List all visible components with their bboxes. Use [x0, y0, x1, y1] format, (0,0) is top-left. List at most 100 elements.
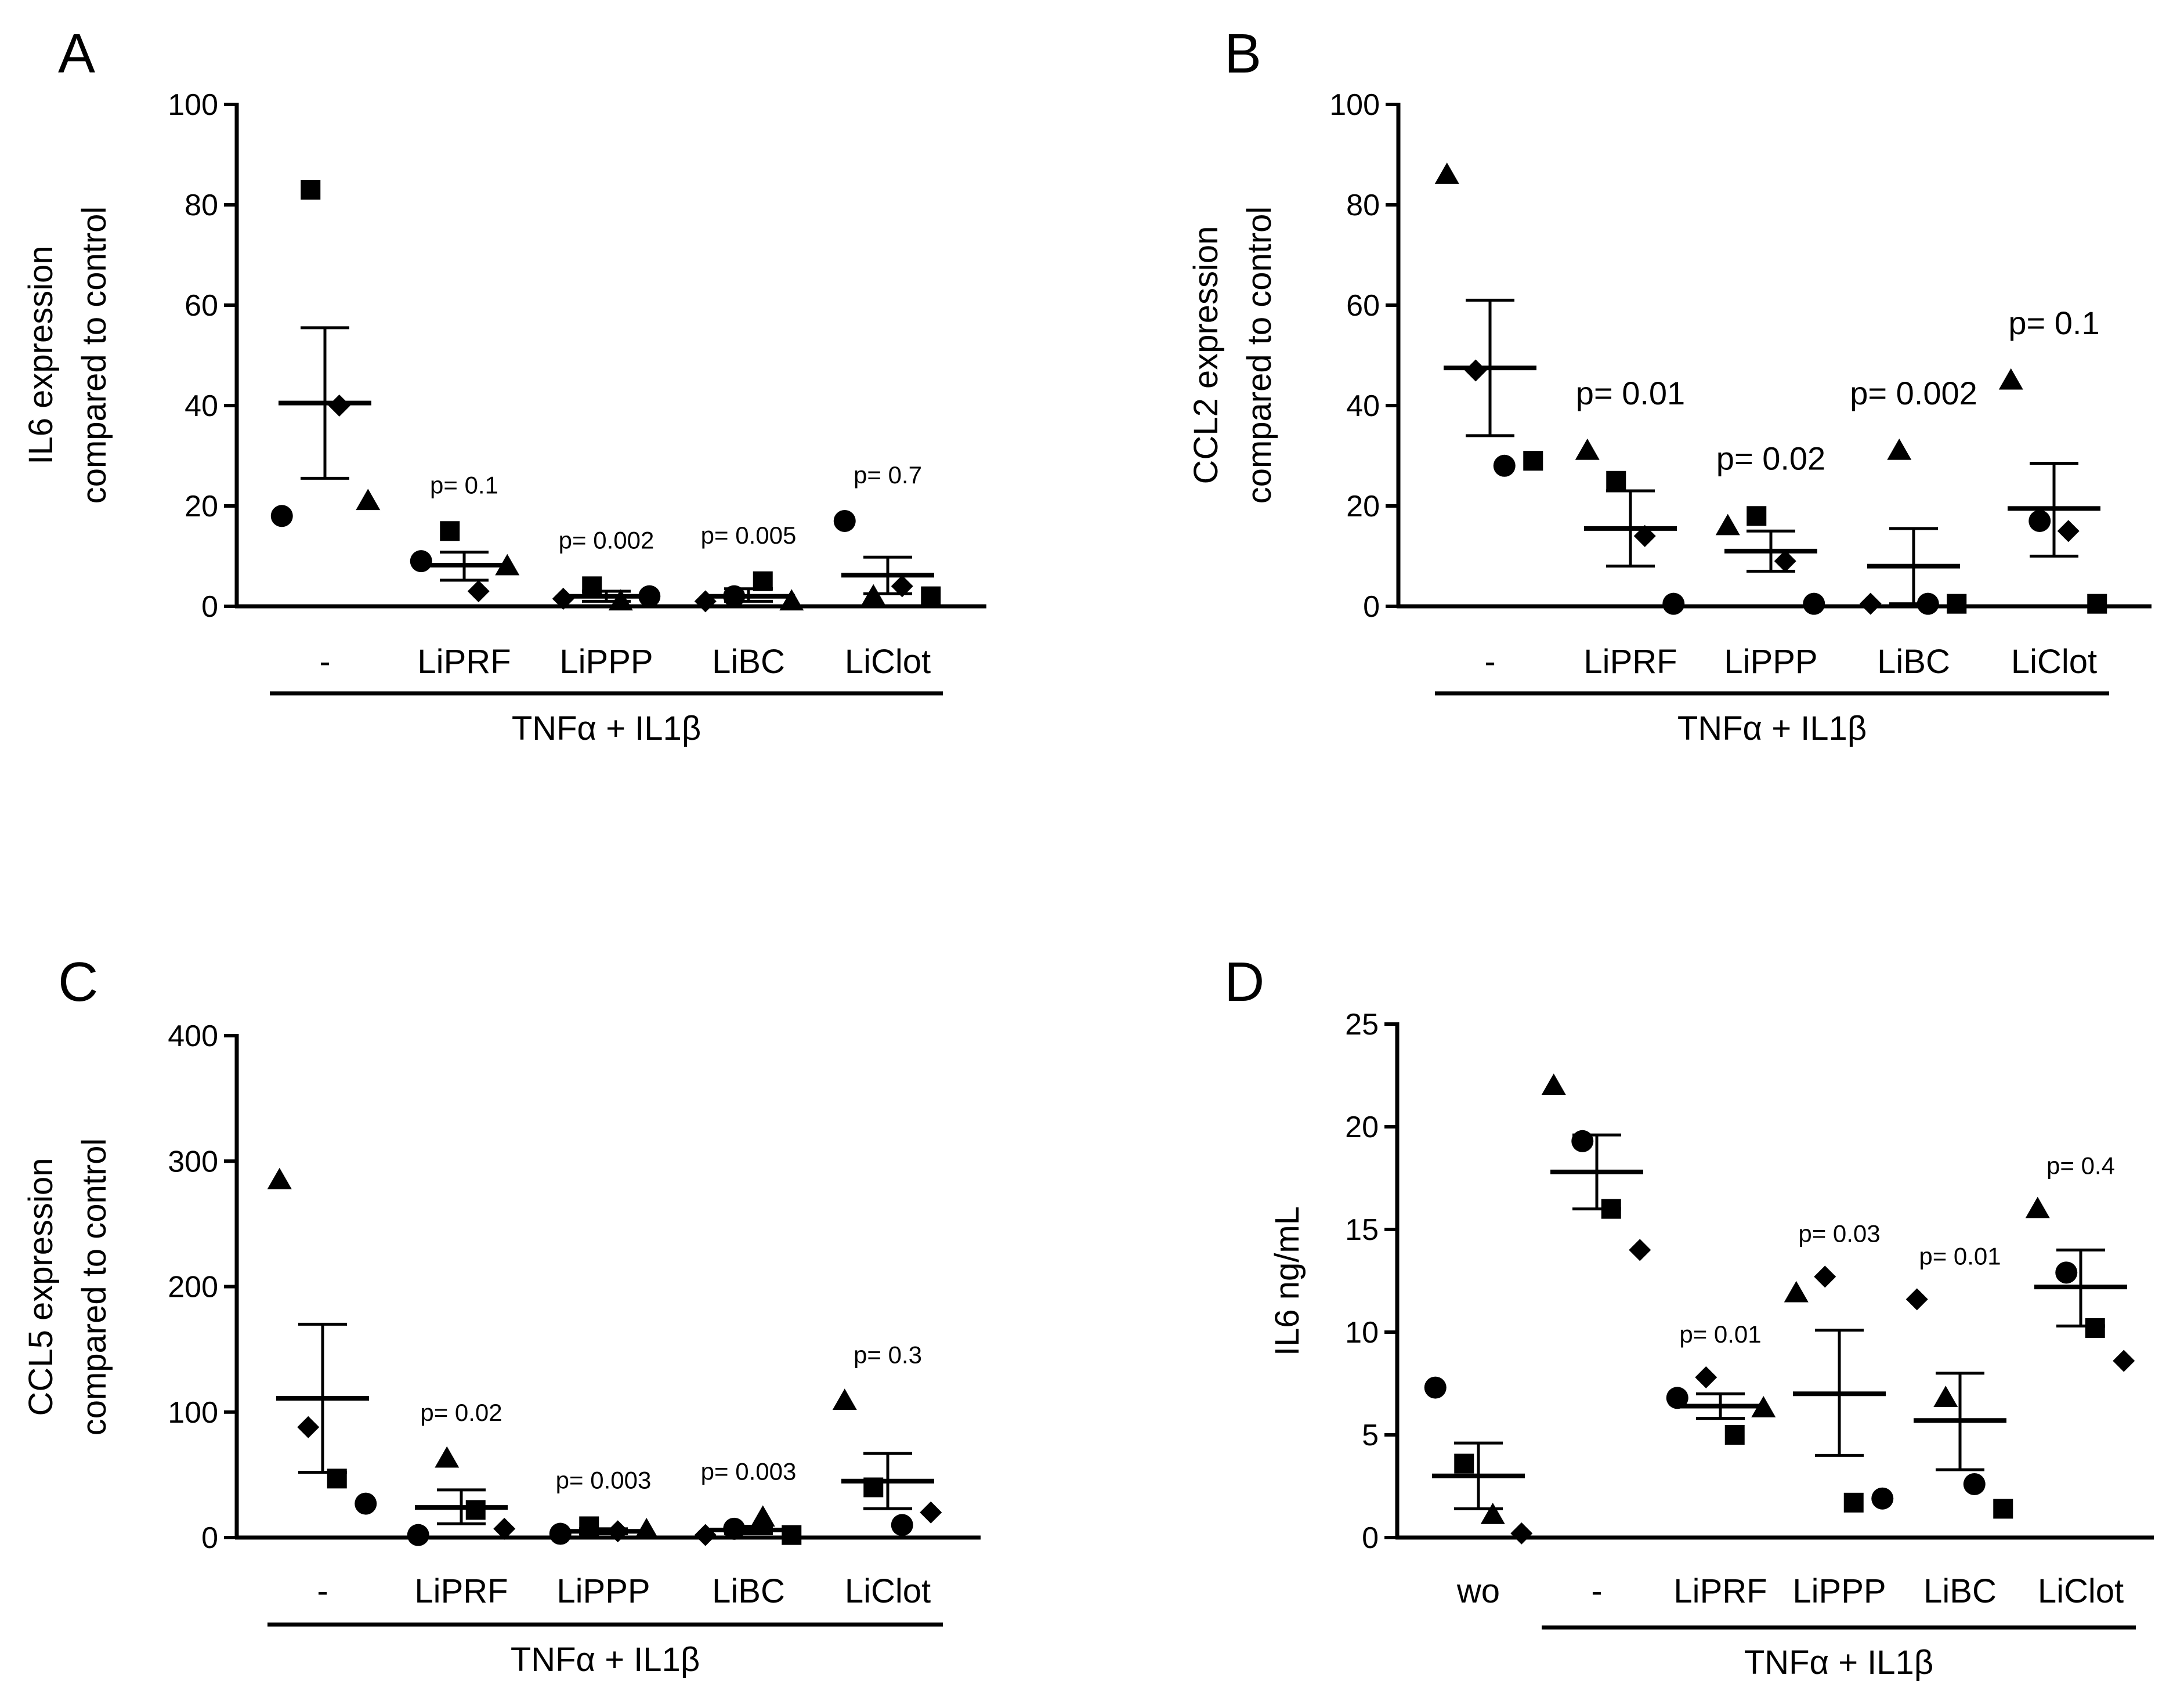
data-point-circle: [407, 1524, 429, 1546]
group-lippp: p= 0.002: [552, 526, 661, 611]
category-label: LiClot: [2038, 1572, 2124, 1610]
panel-letter: C: [58, 951, 98, 1013]
data-point-circle: [1666, 1387, 1688, 1409]
p-value-label: p= 0.01: [1576, 375, 1685, 411]
y-tick-label: 200: [168, 1271, 218, 1304]
data-point-diamond: [1510, 1522, 1533, 1545]
data-point-square: [440, 521, 460, 541]
y-tick-label: 0: [201, 1521, 218, 1555]
data-point-circle: [891, 1514, 913, 1536]
data-point-diamond: [1695, 1366, 1717, 1388]
data-point-triangle: [356, 489, 381, 511]
p-value-label: p= 0.4: [2046, 1152, 2115, 1180]
data-point-triangle: [267, 1167, 292, 1189]
panel-letter: D: [1224, 951, 1264, 1013]
category-label: -: [1484, 643, 1495, 681]
data-point-triangle: [1434, 162, 1459, 184]
data-point-diamond: [920, 1501, 942, 1524]
data-point-diamond: [1629, 1239, 1651, 1261]
category-label: LiPPP: [1724, 643, 1817, 681]
data-point-triangle: [1715, 513, 1740, 536]
y-axis-label: CCL5 expression compared to control: [22, 1138, 113, 1436]
group-label: TNFα + IL1β: [511, 1641, 700, 1679]
data-point-square: [1843, 1492, 1864, 1513]
data-point-triangle: [1998, 368, 2023, 390]
y-tick-label: 10: [1345, 1316, 1379, 1350]
data-point-square: [465, 1500, 486, 1520]
data-point-circle: [1662, 592, 1685, 615]
group-label: TNFα + IL1β: [512, 710, 701, 747]
data-point-circle: [410, 550, 432, 573]
category-label: -: [317, 1572, 328, 1610]
data-point-square: [863, 1477, 884, 1498]
data-point-diamond: [297, 1416, 320, 1438]
y-tick-label: 80: [1346, 189, 1380, 222]
category-label: LiPPP: [1792, 1572, 1886, 1610]
p-value-label: p= 0.002: [559, 526, 655, 554]
group-liprf: p= 0.01: [1575, 375, 1685, 615]
data-point-triangle: [1480, 1503, 1505, 1524]
data-point-diamond: [694, 590, 717, 613]
category-label: LiPRF: [1583, 643, 1677, 681]
data-point-triangle: [1751, 1395, 1776, 1417]
data-point-diamond: [1859, 592, 1882, 615]
group-libc: p= 0.003: [694, 1457, 802, 1546]
data-point-square: [782, 1525, 802, 1545]
data-point-circle: [1424, 1376, 1447, 1399]
category-label: LiClot: [845, 643, 931, 681]
data-point-circle: [1803, 592, 1825, 615]
y-tick-label: 15: [1345, 1213, 1379, 1247]
group-label: TNFα + IL1β: [1744, 1644, 1933, 1681]
data-point-diamond: [891, 575, 913, 598]
panel-d: D 0 5 10 15 20 25 IL6 ng/mL wo - LiPRF LiPPP LiBC LiC…: [1224, 951, 2154, 1681]
p-value-label: p= 0.7: [854, 461, 922, 489]
data-point-diamond: [1633, 525, 1656, 547]
y-tick-label: 80: [185, 189, 218, 222]
data-point-circle: [2028, 509, 2051, 532]
data-point-circle: [833, 509, 856, 532]
data-point-square: [301, 180, 321, 200]
category-label: LiBC: [712, 1572, 785, 1610]
group-label: TNFα + IL1β: [1677, 710, 1867, 747]
group-lippp: p= 0.02: [1715, 440, 1825, 615]
data-point-triangle: [1784, 1281, 1809, 1303]
panel-a: A 0 20 40 60 80 100 IL6 expression compared to c…: [22, 23, 986, 747]
group-liclot: p= 0.3: [832, 1341, 942, 1536]
data-point-diamond: [606, 1520, 629, 1543]
p-value-label: p= 0.01: [1919, 1242, 2001, 1269]
y-tick-label: 400: [168, 1019, 218, 1053]
data-point-square: [1947, 594, 1967, 614]
y-tick-label: 0: [1363, 590, 1380, 624]
y-tick-label: 60: [1346, 289, 1380, 323]
data-point-triangle: [1887, 438, 1912, 460]
group-liclot: p= 0.7: [833, 461, 941, 606]
group-wo: [1424, 1376, 1533, 1545]
data-point-circle: [723, 585, 746, 607]
data-point-square: [327, 1468, 347, 1489]
data-point-diamond: [2057, 520, 2080, 542]
y-tick-label: 0: [1362, 1521, 1379, 1555]
data-point-square: [1523, 451, 1543, 471]
data-point-triangle: [779, 589, 804, 611]
data-point-square: [579, 1516, 599, 1536]
category-label: LiBC: [1923, 1572, 1997, 1610]
group-libc: p= 0.005: [694, 522, 804, 613]
data-point-triangle: [1575, 438, 1600, 460]
group-untreated: [1434, 162, 1543, 477]
data-point-diamond: [1905, 1288, 1928, 1311]
group-lippp: p= 0.003: [549, 1467, 659, 1545]
y-axis-label: IL6 ng/mL: [1268, 1206, 1306, 1356]
y-tick-label: 40: [1346, 389, 1380, 423]
p-value-label: p= 0.01: [1679, 1321, 1761, 1348]
y-tick-label: 40: [185, 389, 218, 423]
group-untreated: [270, 180, 381, 527]
panel-c: C 0 100 200 300 400 CCL5 expression compared to…: [22, 951, 981, 1679]
group-libc: p= 0.002: [1850, 375, 1977, 615]
category-label: LiPRF: [414, 1572, 508, 1610]
data-point-triangle: [750, 1505, 775, 1527]
category-label: -: [319, 643, 330, 681]
y-tick-label: 0: [201, 590, 218, 624]
y-tick-label: 100: [168, 1396, 218, 1430]
p-value-label: p= 0.003: [701, 1457, 797, 1485]
data-point-triangle: [861, 584, 886, 606]
